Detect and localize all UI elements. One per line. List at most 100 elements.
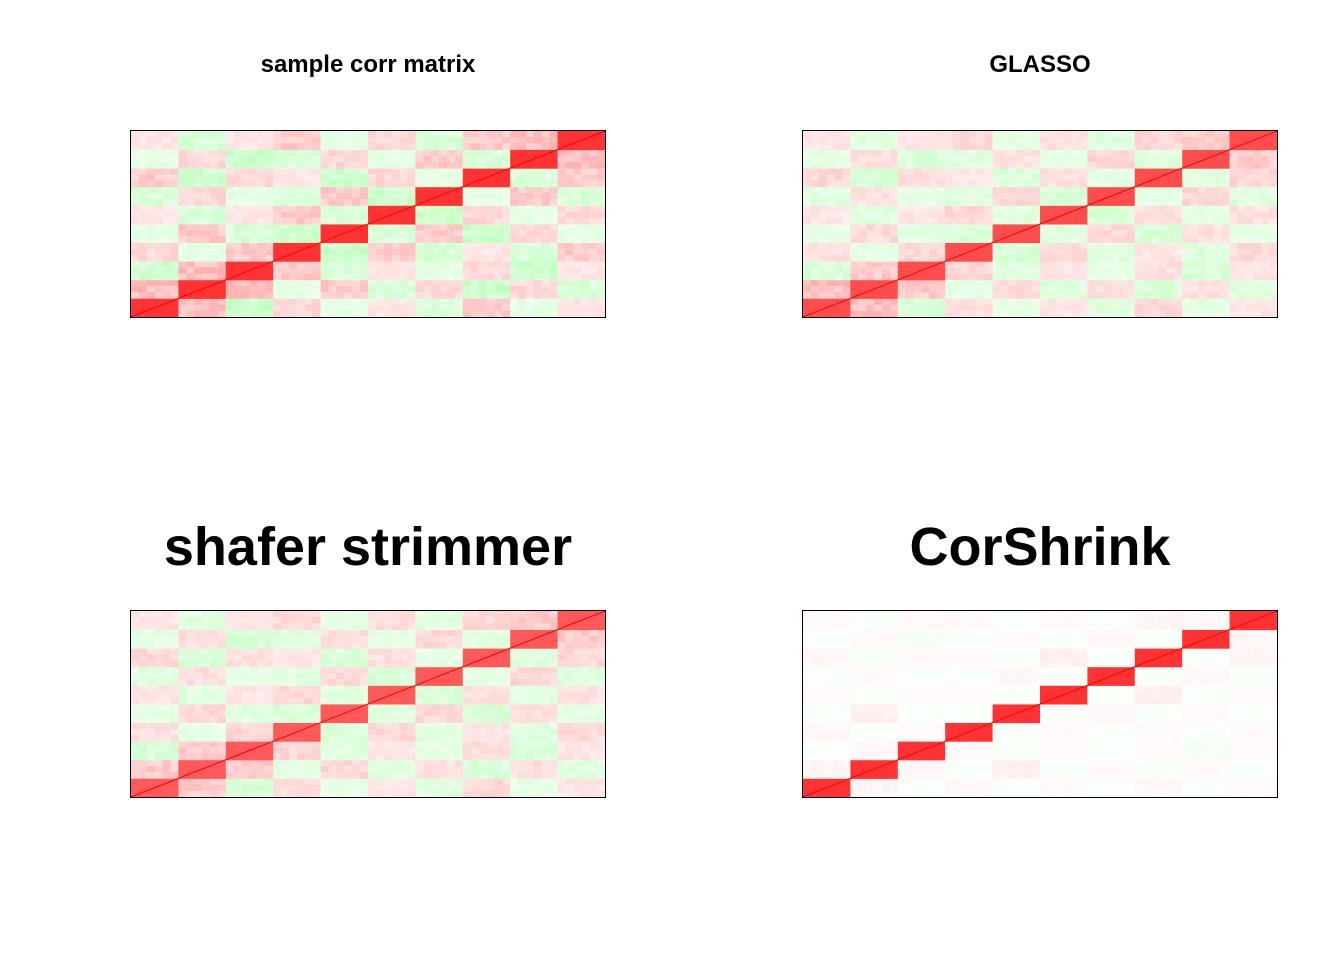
heatmap-cell [241, 611, 250, 618]
heatmap-cell [383, 279, 393, 287]
heatmap-cell [131, 292, 140, 299]
heatmap-cell [1040, 298, 1049, 305]
heatmap-cell [431, 716, 440, 723]
heatmap-cell [1024, 168, 1033, 175]
heatmap-cell [423, 162, 432, 169]
heatmap-cell [415, 267, 424, 274]
heatmap-cell [186, 255, 195, 262]
heatmap-cell [138, 735, 148, 742]
heatmap-cell [328, 162, 337, 169]
heatmap-cell [1142, 292, 1151, 299]
heatmap-cell [1008, 255, 1017, 262]
heatmap-cell [296, 193, 306, 200]
heatmap-cell [217, 193, 227, 200]
heatmap-cell [1032, 279, 1041, 287]
heatmap-cell [257, 685, 266, 692]
heatmap-cell [1229, 310, 1238, 318]
heatmap-cell [138, 205, 148, 212]
heatmap-cell [1190, 230, 1199, 237]
heatmap-cell [518, 728, 527, 736]
heatmap-cell [439, 759, 448, 767]
heatmap-cell [518, 137, 527, 144]
heatmap-cell [573, 261, 582, 268]
heatmap-cell [1111, 224, 1120, 231]
heatmap-cell [360, 778, 369, 785]
heatmap-cell [131, 611, 140, 618]
heatmap-cell [858, 217, 867, 225]
heatmap-cell [1079, 261, 1088, 268]
heatmap-cell [984, 267, 993, 274]
heatmap-cell [581, 673, 590, 680]
heatmap-cell [541, 673, 551, 680]
heatmap-cell [905, 236, 914, 243]
heatmap-cell [249, 648, 258, 655]
heatmap-cell [1000, 784, 1009, 792]
heatmap-cell [1111, 211, 1120, 219]
heatmap-cell [1213, 248, 1223, 256]
heatmap-cell [415, 205, 424, 212]
heatmap-cell [818, 242, 828, 250]
heatmap-cell [360, 635, 369, 643]
heatmap-cell [225, 691, 235, 699]
heatmap-cell [273, 704, 282, 711]
heatmap-cell [470, 199, 479, 206]
heatmap-cell [1237, 193, 1246, 200]
heatmap-cell [486, 255, 495, 262]
heatmap-cell [454, 648, 464, 655]
heatmap-cell [186, 666, 195, 674]
heatmap-cell [138, 217, 148, 225]
heatmap-cell [549, 298, 558, 305]
heatmap-cell [304, 155, 314, 163]
chart-title-glasso: GLASSO [989, 51, 1091, 78]
heatmap-cell [257, 716, 266, 723]
heatmap-cell [1221, 211, 1230, 219]
heatmap-cell [368, 635, 377, 643]
heatmap-cell [945, 162, 954, 169]
heatmap-cell [217, 155, 227, 163]
heatmap-cell [344, 772, 353, 779]
heatmap-cell [360, 286, 369, 293]
heatmap-cell [882, 193, 891, 200]
heatmap-cell [589, 279, 598, 287]
heatmap-cell [1142, 286, 1151, 293]
heatmap-cell [431, 766, 440, 773]
heatmap-cell [929, 143, 938, 150]
heatmap-cell [296, 224, 306, 231]
heatmap-cell [225, 292, 235, 299]
heatmap-cell [557, 261, 566, 268]
heatmap-cell [818, 155, 828, 163]
heatmap-cell [1182, 131, 1191, 138]
heatmap-cell [1087, 248, 1096, 256]
heatmap-cell [581, 174, 590, 181]
heatmap-cell [953, 279, 962, 287]
heatmap-cell [439, 660, 448, 668]
heatmap-cell [1261, 298, 1270, 305]
heatmap-cell [565, 267, 574, 274]
heatmap-cell [494, 635, 503, 643]
heatmap-cell [494, 617, 503, 624]
heatmap-cell [1047, 286, 1057, 293]
heatmap-cell [494, 193, 503, 200]
heatmap-cell [431, 242, 440, 250]
heatmap-cell [1040, 149, 1049, 157]
heatmap-cell [470, 292, 479, 299]
heatmap-cell [1008, 143, 1017, 150]
heatmap-cell [1237, 186, 1246, 194]
heatmap-cell [375, 143, 385, 150]
heatmap-cell [399, 611, 408, 618]
heatmap-cell [1000, 155, 1009, 163]
heatmap-cell [273, 673, 282, 680]
heatmap-cell [1158, 143, 1167, 150]
heatmap-cell [549, 735, 558, 742]
heatmap-cell [874, 199, 883, 206]
heatmap-cell [1261, 224, 1270, 231]
heatmap-cell [1134, 162, 1144, 169]
heatmap-cell [597, 759, 606, 767]
heatmap-cell [858, 248, 867, 256]
heatmap-cell [344, 753, 353, 761]
heatmap-cell [470, 162, 479, 169]
heatmap-cell [1016, 255, 1025, 262]
heatmap-cell [557, 230, 566, 237]
heatmap-cell [194, 691, 203, 699]
heatmap-cell [210, 205, 219, 212]
